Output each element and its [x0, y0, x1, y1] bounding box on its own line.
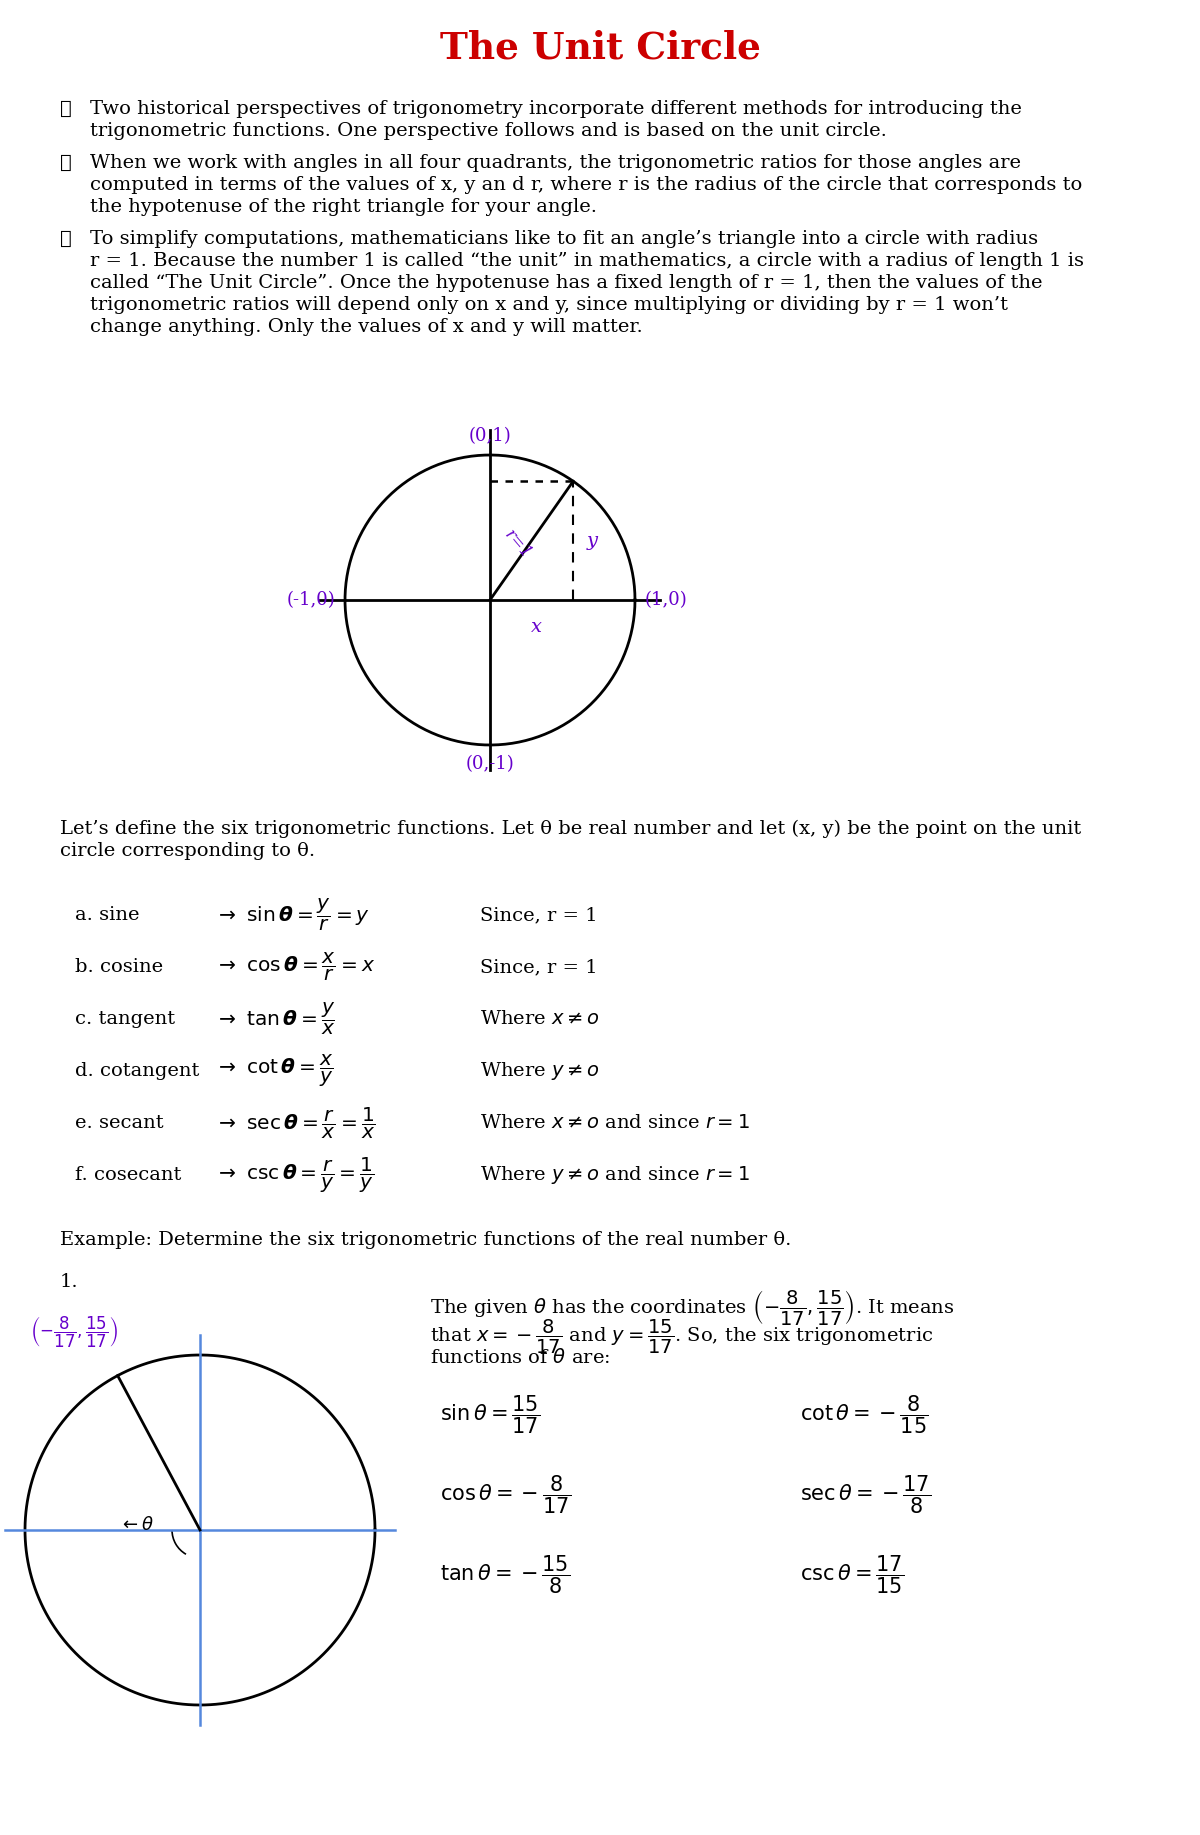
Text: (0,-1): (0,-1) [466, 754, 515, 773]
Text: r = 1. Because the number 1 is called “the unit” in mathematics, a circle with a: r = 1. Because the number 1 is called “t… [90, 251, 1084, 270]
Text: The given $\theta$ has the coordinates $\left(-\dfrac{8}{17},\dfrac{15}{17}\righ: The given $\theta$ has the coordinates $… [430, 1288, 954, 1327]
Text: functions of $\theta$ are:: functions of $\theta$ are: [430, 1349, 610, 1367]
Text: Since, r = 1: Since, r = 1 [480, 906, 598, 925]
Text: circle corresponding to θ.: circle corresponding to θ. [60, 842, 316, 861]
Text: Let’s define the six trigonometric functions. Let θ be real number and let (x, y: Let’s define the six trigonometric funct… [60, 820, 1081, 839]
Text: To simplify computations, mathematicians like to fit an angle’s triangle into a : To simplify computations, mathematicians… [90, 229, 1038, 248]
Text: called “The Unit Circle”. Once the hypotenuse has a fixed length of r = 1, then : called “The Unit Circle”. Once the hypot… [90, 273, 1043, 292]
Text: Example: Determine the six trigonometric functions of the real number θ.: Example: Determine the six trigonometric… [60, 1231, 791, 1250]
Text: ✓: ✓ [60, 154, 72, 172]
Text: The Unit Circle: The Unit Circle [439, 29, 761, 66]
Text: Where $x \neq o$ and since $r = 1$: Where $x \neq o$ and since $r = 1$ [480, 1114, 750, 1132]
Text: $\tan\theta = -\dfrac{15}{8}$: $\tan\theta = -\dfrac{15}{8}$ [440, 1552, 570, 1595]
Text: 1.: 1. [60, 1273, 79, 1292]
Text: c. tangent: c. tangent [74, 1009, 175, 1028]
Text: $\rightarrow\ \mathbf{\tan}\boldsymbol{\theta} = \dfrac{y}{x}$: $\rightarrow\ \mathbf{\tan}\boldsymbol{\… [215, 1000, 335, 1037]
Text: When we work with angles in all four quadrants, the trigonometric ratios for tho: When we work with angles in all four qua… [90, 154, 1021, 172]
Text: trigonometric ratios will depend only on x and y, since multiplying or dividing : trigonometric ratios will depend only on… [90, 295, 1008, 314]
Text: d. cotangent: d. cotangent [74, 1062, 199, 1081]
Text: f. cosecant: f. cosecant [74, 1165, 181, 1184]
Text: Where $y \neq o$ and since $r = 1$: Where $y \neq o$ and since $r = 1$ [480, 1163, 750, 1185]
Text: $\cos\theta = -\dfrac{8}{17}$: $\cos\theta = -\dfrac{8}{17}$ [440, 1474, 571, 1516]
Text: computed in terms of the values of x, y an d r, where r is the radius of the cir: computed in terms of the values of x, y … [90, 176, 1082, 195]
Text: $\sin\theta = \dfrac{15}{17}$: $\sin\theta = \dfrac{15}{17}$ [440, 1393, 540, 1435]
Text: y: y [587, 532, 598, 550]
Text: $\rightarrow\ \mathbf{\cos}\boldsymbol{\theta} = \dfrac{x}{r} = x$: $\rightarrow\ \mathbf{\cos}\boldsymbol{\… [215, 951, 376, 984]
Text: $\leftarrow \theta$: $\leftarrow \theta$ [119, 1516, 154, 1534]
Text: the hypotenuse of the right triangle for your angle.: the hypotenuse of the right triangle for… [90, 198, 598, 217]
Text: (0,1): (0,1) [469, 428, 511, 446]
Text: Since, r = 1: Since, r = 1 [480, 958, 598, 976]
Text: Where $x \neq o$: Where $x \neq o$ [480, 1009, 600, 1028]
Text: $\rightarrow\ \mathbf{\csc}\boldsymbol{\theta} = \dfrac{r}{y} = \dfrac{1}{y}$: $\rightarrow\ \mathbf{\csc}\boldsymbol{\… [215, 1156, 374, 1195]
Text: $\csc\theta = \dfrac{17}{15}$: $\csc\theta = \dfrac{17}{15}$ [800, 1552, 904, 1595]
Text: x: x [532, 618, 542, 637]
Text: Two historical perspectives of trigonometry incorporate different methods for in: Two historical perspectives of trigonome… [90, 99, 1022, 117]
Text: $\rightarrow\ \mathbf{\sec}\boldsymbol{\theta} = \dfrac{r}{x} = \dfrac{1}{x}$: $\rightarrow\ \mathbf{\sec}\boldsymbol{\… [215, 1105, 376, 1141]
Text: $\sec\theta = -\dfrac{17}{8}$: $\sec\theta = -\dfrac{17}{8}$ [800, 1474, 931, 1516]
Text: Where $y \neq o$: Where $y \neq o$ [480, 1061, 600, 1083]
Text: e. secant: e. secant [74, 1114, 163, 1132]
Text: change anything. Only the values of x and y will matter.: change anything. Only the values of x an… [90, 317, 643, 336]
Text: ✓: ✓ [60, 229, 72, 248]
Text: that $x = -\dfrac{8}{17}$ and $y = \dfrac{15}{17}$. So, the six trigonometric: that $x = -\dfrac{8}{17}$ and $y = \dfra… [430, 1318, 934, 1356]
Text: r=1: r=1 [500, 527, 534, 563]
Text: trigonometric functions. One perspective follows and is based on the unit circle: trigonometric functions. One perspective… [90, 121, 887, 139]
Text: ✓: ✓ [60, 99, 72, 117]
Text: $\left(-\dfrac{8}{17}, \dfrac{15}{17}\right)$: $\left(-\dfrac{8}{17}, \dfrac{15}{17}\ri… [30, 1316, 119, 1351]
Text: (-1,0): (-1,0) [287, 591, 335, 609]
Text: $\cot\theta = -\dfrac{8}{15}$: $\cot\theta = -\dfrac{8}{15}$ [800, 1393, 929, 1435]
Text: a. sine: a. sine [74, 906, 139, 925]
Text: $\rightarrow\ \mathbf{\cot}\boldsymbol{\theta} = \dfrac{x}{y}$: $\rightarrow\ \mathbf{\cot}\boldsymbol{\… [215, 1053, 334, 1090]
Text: b. cosine: b. cosine [74, 958, 163, 976]
Text: (1,0): (1,0) [646, 591, 688, 609]
Text: $\rightarrow\ \mathbf{\sin}\boldsymbol{\theta} = \dfrac{y}{r} = y$: $\rightarrow\ \mathbf{\sin}\boldsymbol{\… [215, 897, 370, 934]
